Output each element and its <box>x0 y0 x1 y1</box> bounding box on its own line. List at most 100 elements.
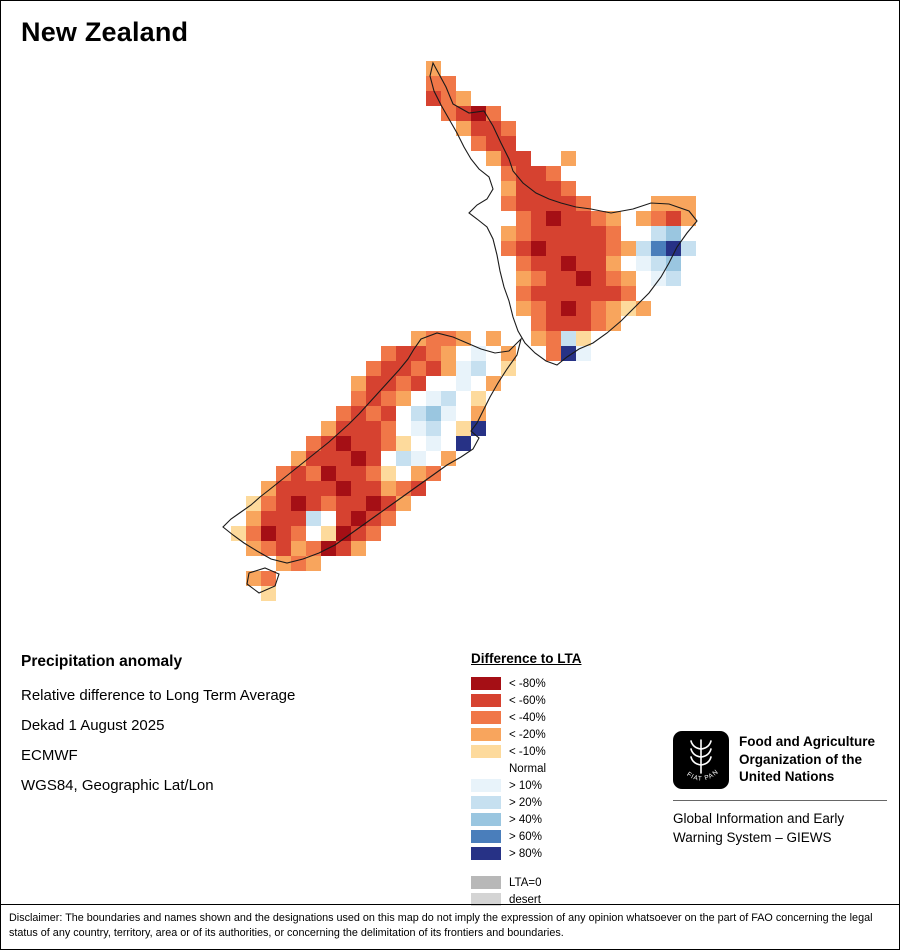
map-cell <box>591 301 606 316</box>
map-cell <box>516 286 531 301</box>
legend-swatch <box>471 728 501 741</box>
map-cell <box>426 451 441 466</box>
map-cell <box>441 451 456 466</box>
map-cell <box>546 211 561 226</box>
map-cell <box>456 346 471 361</box>
map-cell <box>531 301 546 316</box>
map-cell <box>471 421 486 436</box>
legend-swatch <box>471 694 501 707</box>
map-cell <box>636 211 651 226</box>
legend-item: LTA=0 <box>471 874 582 891</box>
map-cell <box>261 496 276 511</box>
map-cell <box>606 301 621 316</box>
map-cell <box>651 271 666 286</box>
map-cell <box>546 241 561 256</box>
map-cell <box>576 301 591 316</box>
map-cell <box>561 301 576 316</box>
map-cell <box>531 196 546 211</box>
map-cell <box>396 391 411 406</box>
map-cell <box>426 331 441 346</box>
map-cell <box>531 286 546 301</box>
map-cell <box>651 226 666 241</box>
map-cell <box>441 106 456 121</box>
legend-label: > 80% <box>509 847 542 860</box>
map-cell <box>336 466 351 481</box>
map-cell <box>531 331 546 346</box>
legend-swatch <box>471 779 501 792</box>
map-cell <box>516 181 531 196</box>
map-cell <box>486 331 501 346</box>
map-cell <box>456 421 471 436</box>
map-cell <box>471 376 486 391</box>
map-cell <box>411 391 426 406</box>
map-cell <box>306 436 321 451</box>
legend-title: Difference to LTA <box>471 651 582 666</box>
legend-item: Normal <box>471 760 582 777</box>
map-cell <box>456 376 471 391</box>
disclaimer: Disclaimer: The boundaries and names sho… <box>1 903 899 949</box>
map-cell <box>501 226 516 241</box>
map-cell <box>516 256 531 271</box>
map-cell <box>471 136 486 151</box>
legend-item: < -60% <box>471 692 582 709</box>
legend-label: > 20% <box>509 796 542 809</box>
map-cell <box>441 361 456 376</box>
map-cell <box>456 331 471 346</box>
map-cell <box>351 391 366 406</box>
map-cell <box>396 406 411 421</box>
map-cell <box>351 511 366 526</box>
map-cell <box>471 406 486 421</box>
map-cell <box>411 346 426 361</box>
legend-swatch <box>471 796 501 809</box>
map-cell <box>411 376 426 391</box>
map-cell <box>636 286 651 301</box>
map-cell <box>576 241 591 256</box>
map-cell <box>651 241 666 256</box>
map-cell <box>441 436 456 451</box>
map-cell <box>471 346 486 361</box>
map-cell <box>636 256 651 271</box>
map-cell <box>531 241 546 256</box>
map-cell <box>381 391 396 406</box>
map-cell <box>411 421 426 436</box>
map-cell <box>381 496 396 511</box>
map-cell <box>276 556 291 571</box>
map-cell <box>681 226 696 241</box>
map-cell <box>396 361 411 376</box>
map-cell <box>336 421 351 436</box>
map-cell <box>681 196 696 211</box>
map-cell <box>471 391 486 406</box>
map-cell <box>531 256 546 271</box>
map-cell <box>336 526 351 541</box>
map-cell <box>306 541 321 556</box>
legend-item: > 20% <box>471 794 582 811</box>
map-cell <box>351 466 366 481</box>
map-cell <box>471 361 486 376</box>
map-cell <box>336 406 351 421</box>
map-cell <box>396 346 411 361</box>
map-cell <box>501 181 516 196</box>
map-cell <box>651 196 666 211</box>
map-cell <box>291 541 306 556</box>
info-line-source: ECMWF <box>21 747 78 764</box>
map-cell <box>261 556 276 571</box>
map-cell <box>246 526 261 541</box>
map-cell <box>336 541 351 556</box>
info-line-projection: WGS84, Geographic Lat/Lon <box>21 777 214 794</box>
map-cell <box>246 511 261 526</box>
map-cell <box>516 241 531 256</box>
map-cell <box>546 346 561 361</box>
legend-label: < -40% <box>509 711 546 724</box>
map-cell <box>336 511 351 526</box>
map-cell <box>351 496 366 511</box>
map-cell <box>261 481 276 496</box>
map-cell <box>501 196 516 211</box>
map-cell <box>381 361 396 376</box>
map-cell <box>366 481 381 496</box>
map-cell <box>636 301 651 316</box>
page-title: New Zealand <box>21 17 189 47</box>
map-cell <box>441 346 456 361</box>
map-cell <box>396 451 411 466</box>
map-cell <box>606 271 621 286</box>
map-cell <box>351 451 366 466</box>
